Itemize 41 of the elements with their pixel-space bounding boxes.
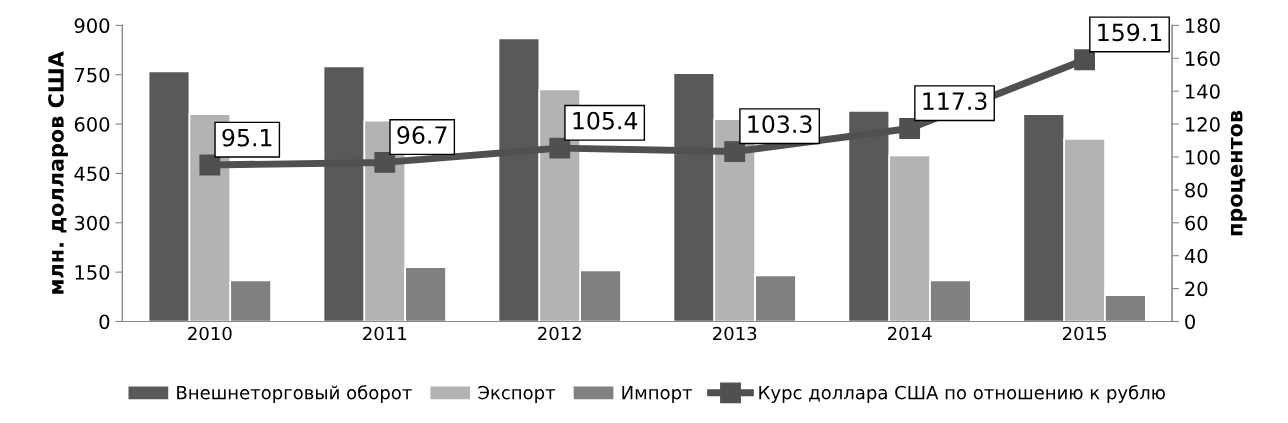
y2-tick-label: 120 <box>1186 117 1220 132</box>
y2-tick-label: 140 <box>1186 84 1220 99</box>
y-tick-label: 450 <box>74 166 110 182</box>
y2-tick-label: 20 <box>1185 281 1208 297</box>
point <box>199 154 221 176</box>
legend-label: Внешнеторговый оборот <box>177 385 412 403</box>
y-tick-label: 900 <box>74 18 110 34</box>
legend-label: Импорт <box>622 385 693 403</box>
y-tick-label: 300 <box>74 215 110 231</box>
point <box>374 151 396 173</box>
x-tick-label: 2014 <box>888 326 932 341</box>
y2-tick-label: 0 <box>1185 314 1195 330</box>
point <box>549 137 571 159</box>
y2-tick-label: 180 <box>1186 18 1220 34</box>
x-tick-label: 2011 <box>363 326 407 341</box>
data-label: 95.1 <box>222 128 272 147</box>
y2-axis-title: процентов <box>1230 110 1247 236</box>
y2-tick-label: 40 <box>1184 248 1208 264</box>
data-label: 96.7 <box>397 126 447 144</box>
y-tick-label: 0 <box>99 314 110 330</box>
y-tick-label: 150 <box>75 265 110 280</box>
y2-tick-label: 100 <box>1186 149 1220 165</box>
point <box>1074 49 1096 71</box>
y2-tick-label: 160 <box>1186 51 1220 66</box>
y-tick-label: 750 <box>75 67 110 83</box>
data-label: 117.3 <box>923 92 987 111</box>
x-tick-label: 2010 <box>188 326 232 341</box>
y-tick-label: 600 <box>74 117 110 132</box>
y2-tick-label: 80 <box>1185 182 1208 198</box>
x-tick-label: 2013 <box>713 326 757 341</box>
data-label: 105.4 <box>573 111 638 130</box>
y-axis-title: млн. долларов США <box>48 51 68 294</box>
point <box>724 141 746 162</box>
legend-label: Экспорт <box>478 385 556 403</box>
data-label: 103.3 <box>748 115 812 134</box>
point <box>899 118 921 139</box>
legend-label: Курс доллара США по отношению к рублю <box>759 385 1165 403</box>
data-label: 159.1 <box>1098 23 1162 42</box>
x-tick-label: 2012 <box>538 326 581 341</box>
y2-tick-label: 60 <box>1185 215 1208 231</box>
x-tick-label: 2015 <box>1062 326 1106 341</box>
